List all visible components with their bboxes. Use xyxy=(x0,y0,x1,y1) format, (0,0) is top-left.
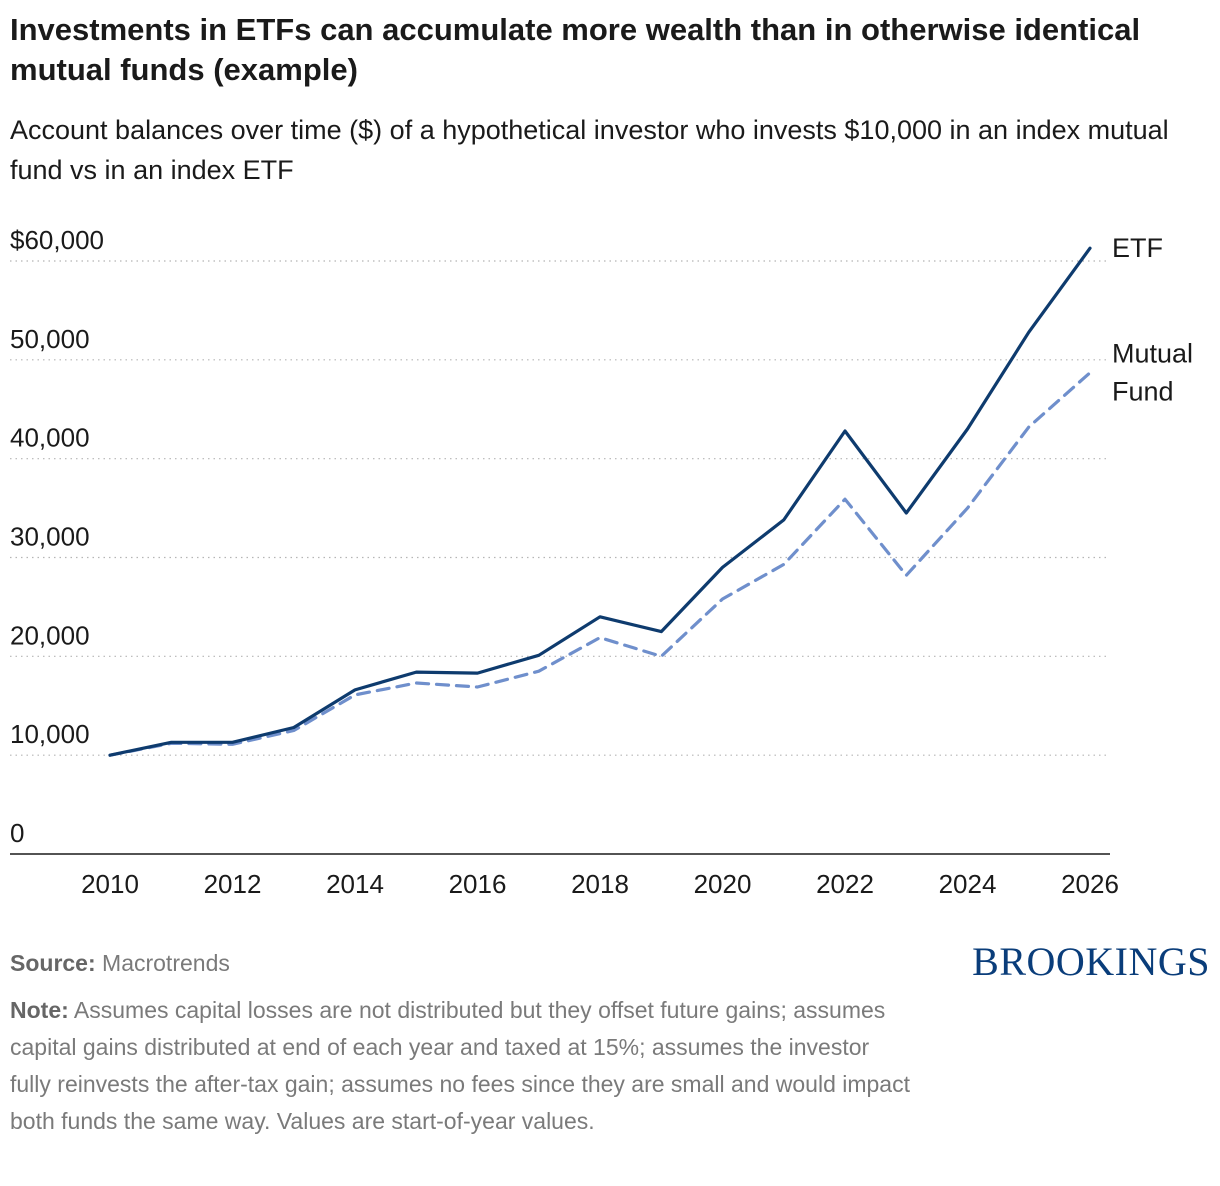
chart-title: Investments in ETFs can accumulate more … xyxy=(10,12,1141,87)
y-tick-label: 30,000 xyxy=(10,522,90,552)
series-label-line: ETF xyxy=(1112,233,1163,263)
x-tick-label: 2026 xyxy=(1061,869,1119,899)
x-tick-label: 2020 xyxy=(694,869,752,899)
y-tick-label: 50,000 xyxy=(10,324,90,354)
line-chart: 0 10,000 20,000 30,000 40,000 50,000 $60,000 20… xyxy=(10,225,1193,899)
chart-footer: Source: Macrotrends Note: Assumes capita… xyxy=(10,945,910,1140)
x-tick-label: 2018 xyxy=(571,869,629,899)
y-tick-label: 40,000 xyxy=(10,423,90,453)
source-text: Macrotrends xyxy=(102,950,230,976)
x-tick-label: 2016 xyxy=(449,869,507,899)
x-tick-label: 2024 xyxy=(939,869,997,899)
series-line-mutual-fund xyxy=(108,371,1092,757)
note-text: Assumes capital losses are not distribut… xyxy=(10,997,910,1134)
series-line-etf xyxy=(108,246,1092,757)
series-label-line: Fund xyxy=(1112,377,1174,407)
series-label-mutual-fund: Mutual Fund xyxy=(1112,339,1193,407)
y-tick-label: 20,000 xyxy=(10,620,90,650)
note-label: Note: xyxy=(10,997,69,1023)
y-tick-label: $60,000 xyxy=(10,225,104,255)
x-tick-label: 2014 xyxy=(326,869,384,899)
note-line: Note: Assumes capital losses are not dis… xyxy=(10,992,910,1140)
x-tick-label: 2022 xyxy=(816,869,874,899)
series-label-etf: ETF xyxy=(1112,233,1163,263)
x-tick-label: 2012 xyxy=(204,869,262,899)
source-label: Source: xyxy=(10,950,96,976)
brookings-logo: BROOKINGS xyxy=(972,939,1210,984)
source-line: Source: Macrotrends xyxy=(10,945,910,982)
chart-subtitle: Account balances over time ($) of a hypo… xyxy=(10,115,1169,185)
series-label-line: Mutual xyxy=(1112,339,1193,369)
x-tick-label: 2010 xyxy=(81,869,139,899)
y-tick-label: 0 xyxy=(10,818,24,848)
y-tick-label: 10,000 xyxy=(10,719,90,749)
